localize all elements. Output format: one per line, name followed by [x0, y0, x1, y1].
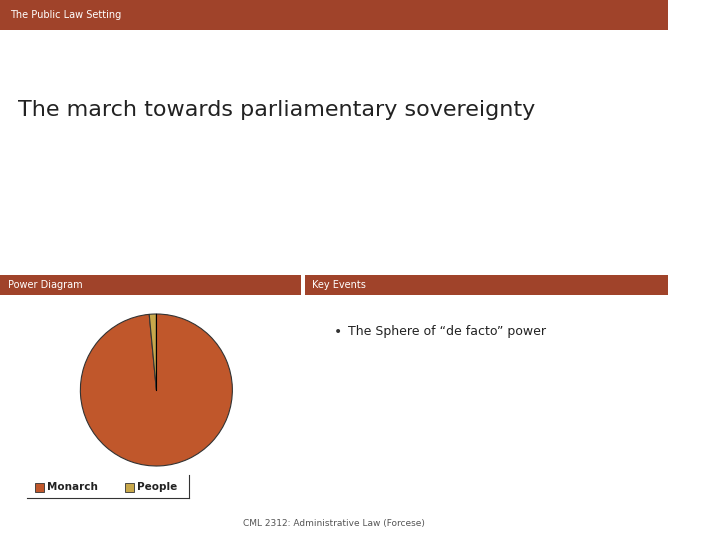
Bar [0, 0, 668, 30]
Text: Key Events: Key Events [312, 280, 366, 290]
Bar [305, 275, 668, 295]
Wedge shape [81, 314, 233, 466]
Bar [35, 483, 44, 492]
Text: SETTING THE STAGE: SETTING THE STAGE [688, 230, 701, 364]
Text: People: People [137, 483, 177, 492]
Text: The Public Law Setting: The Public Law Setting [10, 10, 121, 20]
Bar [0, 275, 301, 295]
Text: The march towards parliamentary sovereignty: The march towards parliamentary sovereig… [18, 100, 535, 120]
Text: CML 2312: Administrative Law (Forcese): CML 2312: Administrative Law (Forcese) [243, 519, 425, 528]
Text: The Sphere of “de facto” power: The Sphere of “de facto” power [348, 325, 546, 338]
Wedge shape [149, 314, 156, 390]
Text: Monarch: Monarch [47, 483, 98, 492]
Text: •: • [334, 325, 342, 339]
Text: Power Diagram: Power Diagram [8, 280, 83, 290]
Bar [125, 483, 134, 492]
